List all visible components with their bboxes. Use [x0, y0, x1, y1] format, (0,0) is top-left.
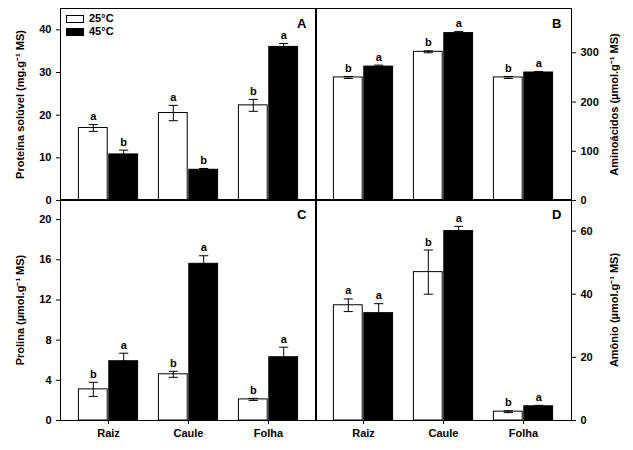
svg-text:a: a — [121, 339, 128, 351]
svg-text:10: 10 — [39, 151, 51, 163]
svg-text:12: 12 — [39, 293, 51, 305]
svg-text:a: a — [456, 17, 463, 29]
svg-text:300: 300 — [581, 46, 599, 58]
svg-text:A: A — [297, 16, 307, 31]
svg-text:8: 8 — [45, 334, 51, 346]
svg-text:b: b — [425, 236, 432, 248]
svg-text:200: 200 — [581, 96, 599, 108]
svg-text:b: b — [170, 357, 177, 369]
svg-text:0: 0 — [581, 414, 587, 426]
svg-text:b: b — [505, 62, 512, 74]
svg-text:a: a — [201, 241, 208, 253]
svg-text:Raiz: Raiz — [97, 427, 120, 439]
svg-text:16: 16 — [39, 253, 51, 265]
svg-text:a: a — [456, 212, 463, 224]
svg-text:Prolina (µmol.g⁻¹ MS): Prolina (µmol.g⁻¹ MS) — [14, 254, 26, 365]
svg-text:0: 0 — [45, 414, 51, 426]
svg-text:b: b — [250, 85, 257, 97]
svg-text:b: b — [505, 396, 512, 408]
svg-text:Proteína solúvel (mg.g⁻¹ MS): Proteína solúvel (mg.g⁻¹ MS) — [14, 30, 26, 179]
html-text:25°C: 25°C — [89, 12, 114, 24]
svg-text:4: 4 — [45, 374, 52, 386]
svg-text:b: b — [90, 368, 97, 380]
svg-text:0: 0 — [45, 194, 51, 206]
svg-text:20: 20 — [39, 109, 51, 121]
svg-text:b: b — [425, 36, 432, 48]
svg-text:20: 20 — [581, 351, 593, 363]
html-text:45°C: 45°C — [89, 25, 114, 37]
svg-text:Caule: Caule — [174, 427, 204, 439]
svg-text:a: a — [536, 57, 543, 69]
svg-text:Caule: Caule — [429, 427, 459, 439]
svg-text:a: a — [536, 391, 543, 403]
svg-text:b: b — [120, 136, 127, 148]
svg-text:a: a — [281, 29, 288, 41]
svg-text:a: a — [281, 333, 288, 345]
svg-text:30: 30 — [39, 66, 51, 78]
svg-text:a: a — [90, 110, 97, 122]
svg-text:100: 100 — [581, 145, 599, 157]
svg-text:b: b — [200, 154, 207, 166]
svg-text:60: 60 — [581, 225, 593, 237]
svg-text:20: 20 — [39, 213, 51, 225]
svg-text:Aminoácidos (µmol.g⁻¹ MS): Aminoácidos (µmol.g⁻¹ MS) — [608, 33, 620, 176]
svg-text:Raiz: Raiz — [352, 427, 375, 439]
svg-text:b: b — [345, 62, 352, 74]
svg-text:40: 40 — [39, 23, 51, 35]
svg-text:B: B — [552, 16, 561, 31]
svg-text:Folha: Folha — [254, 427, 284, 439]
svg-text:a: a — [376, 289, 383, 301]
svg-text:a: a — [376, 51, 383, 63]
svg-text:C: C — [297, 207, 307, 222]
svg-text:b: b — [250, 384, 257, 396]
svg-text:Amônio (µmol.g⁻¹ MS): Amônio (µmol.g⁻¹ MS) — [608, 253, 620, 368]
svg-text:a: a — [345, 284, 352, 296]
svg-text:D: D — [552, 207, 561, 222]
svg-text:Folha: Folha — [509, 427, 539, 439]
svg-text:40: 40 — [581, 288, 593, 300]
svg-text:0: 0 — [581, 194, 587, 206]
svg-text:a: a — [170, 91, 177, 103]
